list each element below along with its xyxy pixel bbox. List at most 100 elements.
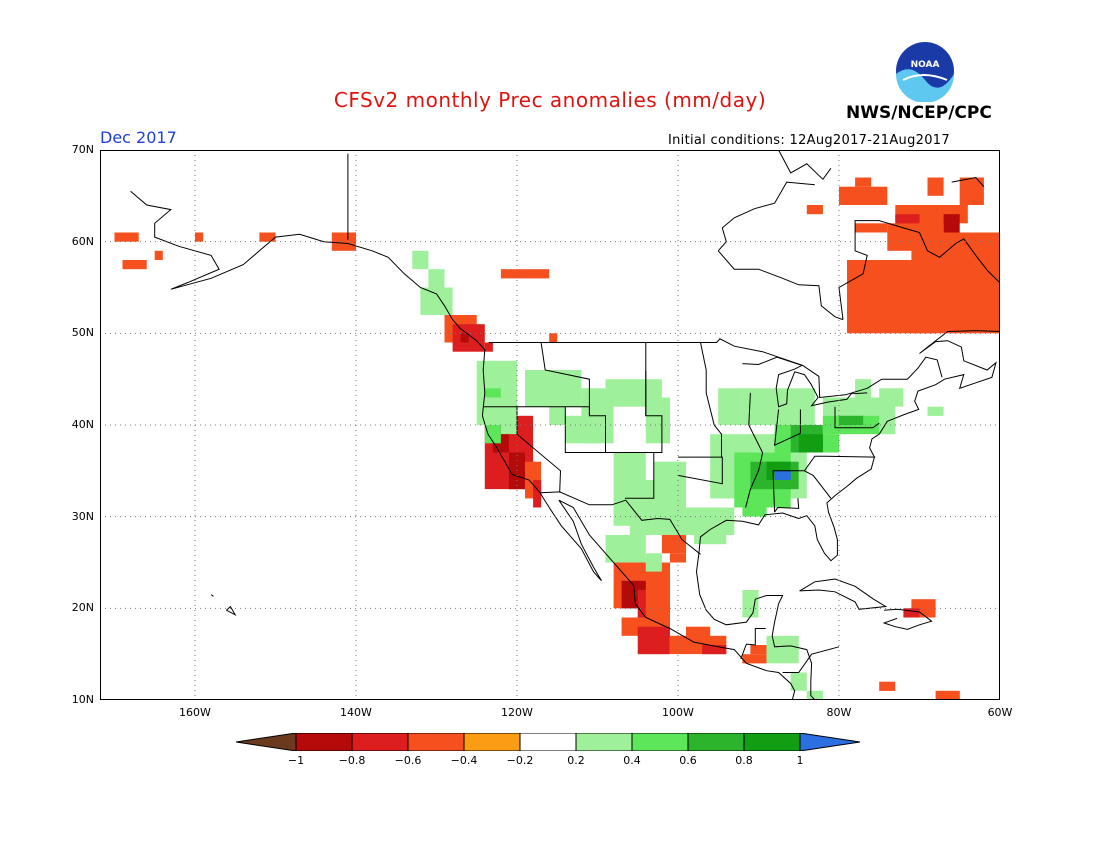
latitude-label: 60N (71, 234, 94, 248)
state-border-alabama (774, 498, 800, 513)
anomaly-cell (750, 645, 775, 655)
anomaly-cell (500, 415, 517, 435)
latitude-label: 20N (71, 601, 94, 615)
coastline-great-lakes (742, 356, 868, 408)
graticule (100, 150, 1000, 700)
initial-conditions: Initial conditions: 12Aug2017-21Aug2017 (668, 133, 950, 148)
anomaly-cell (195, 232, 204, 242)
anomaly-cell (855, 223, 888, 233)
state-border-georgia (804, 470, 832, 499)
latitude-label: 50N (71, 326, 94, 340)
noaa-logo-icon: NOAA (896, 42, 954, 102)
anomaly-cell (122, 260, 147, 270)
state-border-mississippi-river (745, 392, 764, 508)
state-border-oklahoma (677, 456, 723, 485)
longitude-label: 100W (662, 706, 694, 719)
anomaly-cell (565, 415, 598, 444)
colorbar-tick-label: −1 (287, 754, 305, 767)
anomaly-cell (879, 388, 904, 407)
anomaly-cell (855, 379, 872, 398)
state-border-42n (483, 406, 590, 416)
anomaly-cell (766, 388, 815, 425)
anomaly-cell (718, 388, 743, 425)
coastline-hawaii (226, 605, 237, 617)
colorbar-box (743, 733, 801, 751)
colorbar-box (687, 733, 745, 751)
anomaly-cell (806, 205, 823, 215)
anomaly-cell (629, 480, 654, 535)
anomaly-cell (331, 232, 356, 251)
colorbar-tick-label: −0.2 (506, 754, 534, 767)
coastlines (130, 150, 1000, 700)
forecast-month: Dec 2017 (100, 128, 177, 147)
anomaly-cell (525, 370, 582, 407)
anomaly-cell (839, 186, 888, 205)
colorbar-box (631, 733, 689, 751)
border-honduras-nicaragua (782, 646, 840, 673)
state-border-ohio (774, 409, 801, 447)
map-panel (100, 150, 1000, 700)
anomaly-cell (790, 672, 807, 691)
anomaly-cell (259, 232, 276, 242)
anomaly-cell (879, 681, 896, 691)
anomaly-cell (549, 333, 558, 343)
colorbar-box (519, 733, 577, 751)
colorbar-box (407, 733, 465, 751)
colorbar-tick-label: 0.4 (623, 754, 641, 767)
anomaly-cell (742, 654, 767, 664)
anomaly-cell (686, 626, 711, 645)
anomaly-cell (742, 590, 759, 618)
anomaly-cell (895, 214, 920, 224)
agency-label: NWS/NCEP/CPC (846, 103, 992, 123)
colorbar-high-arrow (799, 733, 861, 751)
anomaly-cell (525, 269, 550, 279)
coastline-hudson-south (717, 250, 844, 321)
anomaly-cell (484, 388, 501, 398)
colorbar-box (351, 733, 409, 751)
anomaly-cell (935, 690, 960, 700)
anomaly-cell (645, 553, 662, 572)
anomaly-cell (839, 415, 864, 425)
longitude-label: 140W (340, 706, 372, 719)
anomaly-cell (927, 177, 944, 196)
state-border-96w (700, 342, 722, 458)
border-mexico-guatemala (740, 628, 766, 659)
anomaly-cell (500, 269, 526, 279)
anomaly-cell (412, 250, 429, 270)
longitude-label: 60W (987, 706, 1013, 719)
coastline-hudson-west (717, 181, 815, 252)
anomaly-cell (903, 608, 920, 618)
colorbar-tick-label: 0.8 (735, 754, 753, 767)
coastline-labrador (838, 220, 1000, 320)
anomaly-cell (114, 232, 139, 242)
anomaly-cell (428, 269, 445, 288)
border-us-mexico (540, 491, 701, 555)
anomaly-cell (959, 177, 984, 205)
anomaly-cell (911, 232, 1000, 334)
anomaly-cell (645, 397, 670, 444)
anomaly-cell (154, 250, 163, 260)
latitude-label: 70N (71, 143, 94, 156)
colorbar-low-arrow (236, 733, 297, 751)
colorbar-box (295, 733, 353, 751)
coastline-baffin (951, 176, 985, 188)
latitude-label: 40N (71, 418, 94, 431)
anomaly-cell (694, 516, 727, 545)
colorbar-tick-label: −0.8 (338, 754, 366, 767)
anomaly-cell (653, 461, 686, 526)
anomaly-cell (742, 388, 767, 425)
anomaly-cell (484, 379, 501, 425)
colorbar-tick-label: 0.6 (679, 754, 697, 767)
anomaly-cell (774, 470, 791, 480)
coastline-arctic (778, 150, 832, 181)
state-borders-southwest (564, 406, 655, 499)
anomaly-cell (460, 333, 469, 343)
colorbar-tick-label: −0.6 (394, 754, 422, 767)
longitude-label: 160W (179, 706, 211, 719)
anomaly-cell (484, 342, 493, 352)
colorbar-box (575, 733, 633, 751)
coastline-pacific (130, 190, 796, 700)
longitude-label: 80W (826, 706, 852, 719)
latitude-label: 10N (71, 693, 94, 706)
anomaly-cell (533, 480, 542, 508)
